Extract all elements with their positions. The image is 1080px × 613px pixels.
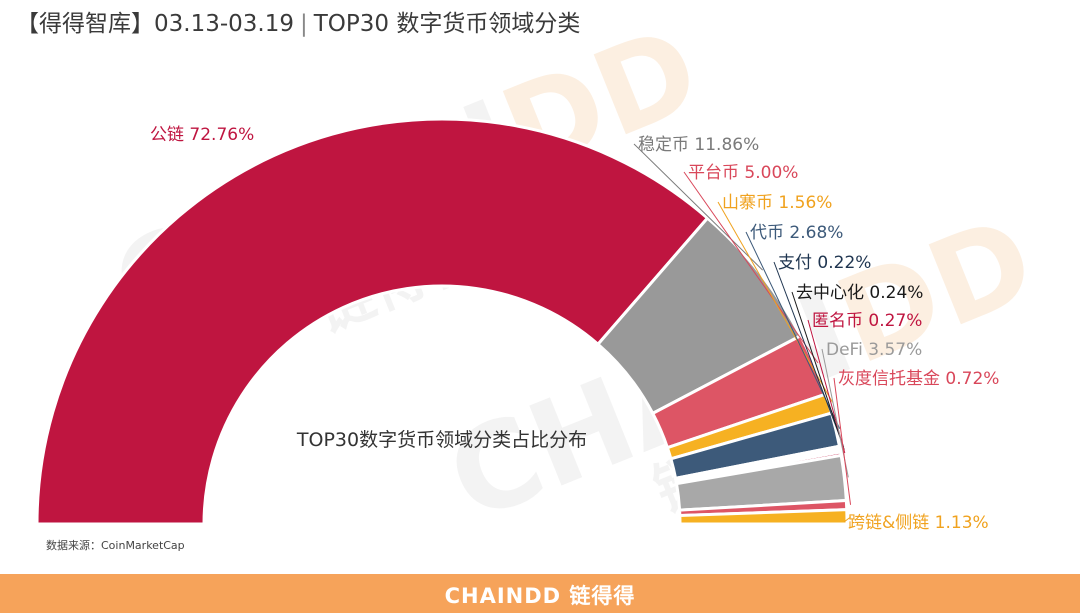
chart-labels: 公链 72.76% 稳定币 11.86% 平台币 5.00% 山寨币 1.56% 代币 …: [150, 125, 999, 533]
leader-line-10: [833, 377, 852, 505]
slice-label-7: 去中心化 0.24%: [796, 283, 923, 303]
title-brand: 【得得智库】: [16, 11, 154, 37]
slice-label-10: 灰度信托基金 0.72%: [838, 369, 999, 389]
slice-label-8: 匿名币 0.27%: [812, 311, 922, 331]
slice-label-4: 山寨币 1.56%: [722, 193, 832, 213]
data-source: 数据来源：CoinMarketCap: [46, 539, 185, 552]
slice-11: [678, 508, 849, 526]
leader-line-7: [791, 291, 845, 450]
footer-bar: CHAINDD 链得得: [0, 574, 1080, 613]
leader-line-6: [773, 261, 845, 448]
slice-1: [35, 117, 710, 526]
slice-label-5: 代币 2.68%: [750, 223, 843, 243]
slice-label-3: 平台币 5.00%: [688, 163, 798, 183]
chart-leader-lines: [633, 143, 852, 523]
leader-line-3: [683, 171, 819, 364]
slice-label-2: 稳定币 11.86%: [638, 135, 759, 155]
leader-line-2: [633, 143, 764, 271]
leader-line-11: [843, 516, 852, 523]
title-separator: |: [300, 11, 308, 37]
footer-logo: CHAINDD 链得得: [444, 584, 636, 608]
page-title: 【得得智库】03.13-03.19 | TOP30 数字货币领域分类: [16, 4, 580, 38]
title-date: 03.13-03.19: [154, 11, 294, 37]
slice-label-11: 跨链&侧链 1.13%: [848, 513, 989, 533]
slice-label-6: 支付 0.22%: [778, 253, 871, 273]
title-text: TOP30 数字货币领域分类: [313, 11, 581, 37]
half-donut-chart: 公链 72.76% 稳定币 11.86% 平台币 5.00% 山寨币 1.56% 代币 …: [35, 117, 999, 533]
chart-slices: [35, 117, 849, 526]
slice-label-9: DeFi 3.57%: [826, 340, 922, 360]
slice-label-1: 公链 72.76%: [150, 125, 254, 145]
leader-line-4: [717, 201, 833, 403]
chart-center-label: TOP30数字货币领域分类占比分布: [296, 429, 587, 451]
